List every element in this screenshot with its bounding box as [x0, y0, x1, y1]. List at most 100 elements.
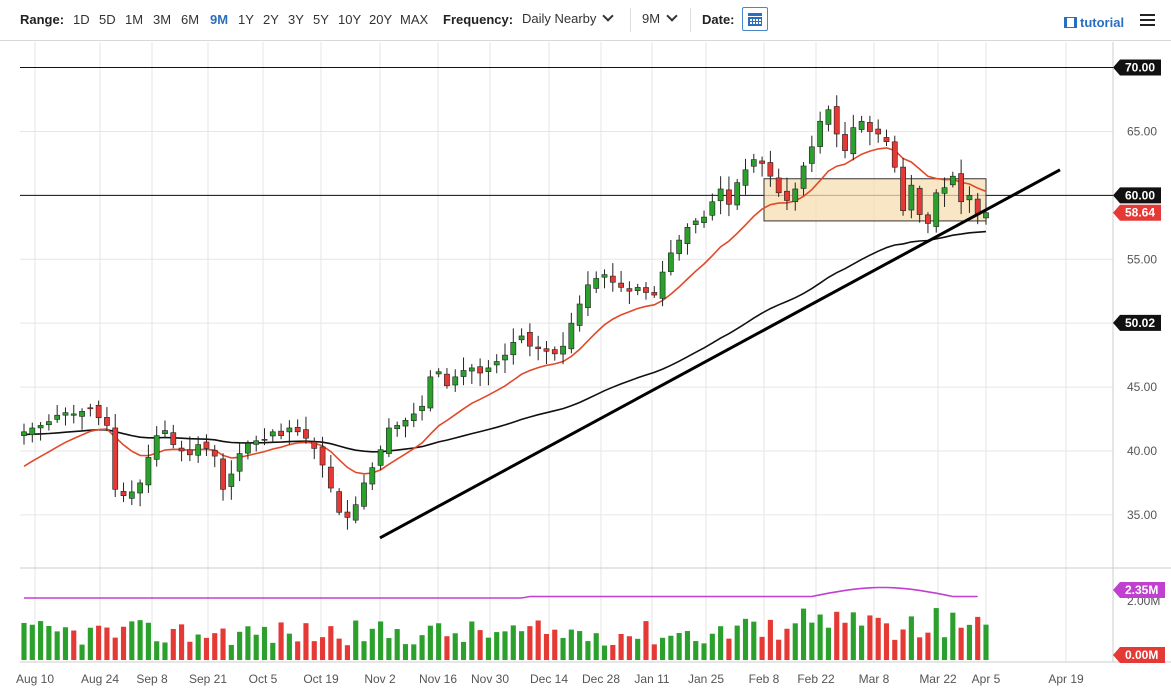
- volume-avg-tag: [1113, 582, 1165, 598]
- volume-bar: [684, 631, 691, 660]
- candle-body: [676, 239, 683, 254]
- volume-bar: [659, 637, 666, 660]
- volume-bar: [237, 631, 243, 660]
- volume-bar: [112, 637, 118, 660]
- volume-bar: [792, 623, 798, 660]
- frequency-value: Daily Nearby: [522, 11, 597, 26]
- candle-body: [87, 407, 94, 410]
- candle-body: [667, 252, 674, 272]
- volume-bar: [875, 617, 881, 660]
- candle-body: [120, 491, 127, 497]
- candle-body: [701, 216, 707, 223]
- range-button-max[interactable]: MAX: [400, 12, 429, 27]
- candle-body: [477, 366, 483, 374]
- volume-bar: [261, 626, 268, 660]
- volume-bar: [950, 612, 956, 660]
- volume-avg-label: 2.35M: [1125, 583, 1158, 597]
- candle-body: [933, 192, 940, 227]
- x-tick-label: Nov 2: [364, 672, 396, 686]
- volume-bar: [933, 608, 939, 660]
- volume-bar: [104, 627, 110, 660]
- volume-bar: [668, 635, 674, 660]
- range-button-1d[interactable]: 1D: [73, 12, 90, 27]
- candle-body: [261, 439, 268, 441]
- volume-bar: [278, 622, 284, 660]
- volume-bar: [966, 624, 972, 660]
- candle-body: [54, 414, 61, 420]
- volume-bar: [825, 627, 832, 660]
- candle-body: [900, 166, 906, 212]
- candle-body: [842, 134, 848, 151]
- date-label: Date:: [702, 12, 735, 27]
- candle-body: [883, 137, 890, 142]
- x-tick-label: Mar 22: [919, 672, 957, 686]
- candle-body: [618, 282, 624, 288]
- volume-bar: [709, 633, 715, 660]
- range-button-6m[interactable]: 6M: [181, 12, 200, 27]
- volume-bar: [46, 625, 52, 660]
- range-button-9m[interactable]: 9M: [210, 12, 229, 27]
- candle-body: [510, 342, 517, 356]
- range-button-2y[interactable]: 2Y: [263, 12, 279, 27]
- candle-body: [817, 120, 824, 147]
- x-tick-label: Aug 10: [16, 672, 54, 686]
- volume-bar: [120, 626, 127, 660]
- volume-bar: [693, 641, 699, 660]
- candle-body: [485, 367, 492, 372]
- menu-icon[interactable]: [1140, 14, 1155, 26]
- range-button-1y[interactable]: 1Y: [238, 12, 254, 27]
- range-button-10y[interactable]: 10Y: [338, 12, 362, 27]
- volume-bar: [361, 641, 367, 660]
- x-tick-label: Mar 8: [859, 672, 890, 686]
- period-dropdown[interactable]: 9M: [642, 10, 678, 27]
- volume-bar: [742, 618, 749, 660]
- y-tick-label: 40.00: [1127, 444, 1157, 458]
- candle-body: [808, 146, 815, 164]
- volume-bar: [444, 636, 450, 660]
- candle-body: [21, 431, 27, 436]
- range-button-5d[interactable]: 5D: [99, 12, 116, 27]
- volume-bar: [460, 641, 467, 660]
- candle-body: [153, 435, 160, 460]
- candle-body: [916, 187, 923, 215]
- volume-bar: [328, 626, 334, 660]
- volume-bar: [676, 632, 682, 660]
- range-button-1m[interactable]: 1M: [125, 12, 144, 27]
- candle-body: [361, 482, 367, 507]
- candle-body: [825, 109, 832, 125]
- volume-bar: [601, 645, 608, 660]
- range-label: Range:: [20, 12, 65, 27]
- candle-body: [427, 376, 434, 409]
- volume-bar: [436, 623, 442, 660]
- range-button-3y[interactable]: 3Y: [288, 12, 304, 27]
- volume-bar: [228, 644, 234, 660]
- volume-bar: [270, 642, 276, 660]
- candle-body: [925, 214, 931, 224]
- volume-bar: [867, 615, 873, 660]
- volume-bar: [759, 636, 765, 660]
- candle-body: [286, 427, 293, 433]
- range-button-20y[interactable]: 20Y: [369, 12, 393, 27]
- calendar-icon[interactable]: [742, 7, 768, 31]
- volume-bar: [311, 641, 317, 660]
- volume-bar: [734, 625, 740, 660]
- volume-bar: [96, 625, 102, 660]
- volume-bar: [643, 621, 649, 660]
- candle-body: [535, 346, 542, 350]
- volume-bar: [718, 626, 724, 660]
- range-button-5y[interactable]: 5Y: [313, 12, 329, 27]
- frequency-dropdown[interactable]: Daily Nearby: [522, 10, 615, 27]
- volume-bar: [344, 645, 351, 660]
- candle-body: [444, 373, 450, 387]
- candle-body: [269, 431, 276, 437]
- candle-body: [775, 177, 782, 194]
- volume-bar: [62, 627, 69, 660]
- range-button-3m[interactable]: 3M: [153, 12, 172, 27]
- volume-bar: [170, 628, 176, 660]
- x-tick-label: Dec 28: [582, 672, 620, 686]
- candle-body: [46, 421, 52, 426]
- tutorial-link[interactable]: tutorial: [1064, 15, 1124, 30]
- candle-body: [410, 413, 417, 421]
- volume-bar: [411, 644, 417, 660]
